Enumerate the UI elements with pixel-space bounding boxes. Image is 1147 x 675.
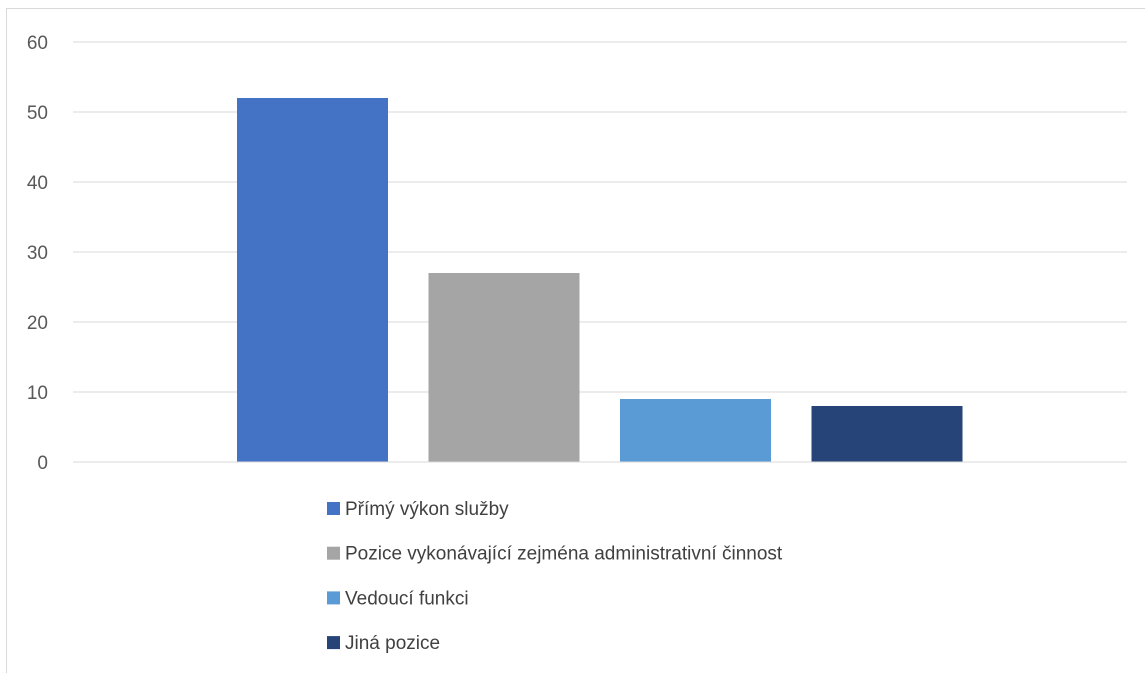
bar [428, 273, 580, 462]
y-tick-label: 20 [27, 313, 48, 334]
legend-item: Přímý výkon služby [327, 499, 509, 520]
y-tick-label: 40 [27, 173, 48, 194]
y-tick-label: 0 [37, 453, 48, 474]
gridlines [73, 41, 1127, 393]
y-tick-label: 30 [27, 243, 48, 264]
legend-swatch [327, 546, 340, 560]
legend-label: Pozice vykonávající zejména administrati… [345, 544, 783, 565]
bars [237, 98, 963, 462]
y-axis-tick-labels: 0 10 20 30 40 50 60 [27, 33, 48, 474]
legend-label: Vedoucí funkci [345, 588, 469, 609]
legend-item: Pozice vykonávající zejména administrati… [327, 544, 783, 565]
legend-label: Jiná pozice [345, 633, 440, 654]
y-tick-label: 60 [27, 33, 48, 54]
legend-item: Vedoucí funkci [327, 588, 469, 609]
chart-frame [6, 8, 1145, 673]
bar [237, 98, 388, 462]
y-tick-label: 50 [27, 103, 48, 124]
legend: Přímý výkon služby Pozice vykonávající ze… [327, 499, 783, 654]
legend-swatch [327, 636, 340, 650]
bar [811, 406, 963, 462]
legend-swatch [327, 502, 340, 515]
legend-label: Přímý výkon služby [345, 499, 509, 520]
legend-item: Jiná pozice [327, 633, 440, 654]
bar [620, 399, 771, 462]
legend-swatch [327, 591, 340, 605]
y-tick-label: 10 [27, 383, 48, 404]
